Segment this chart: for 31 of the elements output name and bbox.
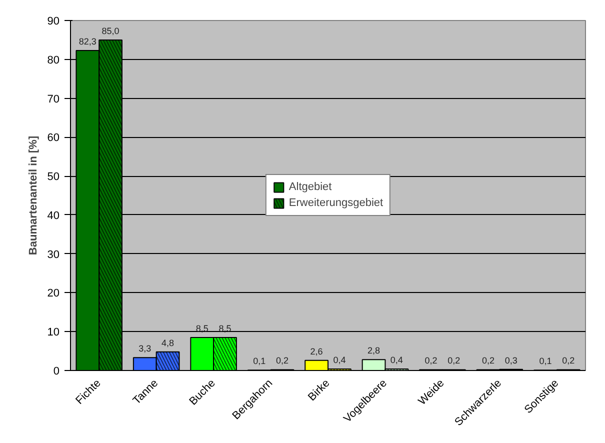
legend-label: Erweiterungsgebiet [288,197,384,209]
data-label: 0,2 [424,356,438,366]
data-label: 8,5 [218,323,232,334]
y-tick-label: 50 [47,171,60,184]
y-tick-label: 30 [47,248,60,261]
data-label: 82,3 [78,36,96,46]
y-axis-title: Baumartenanteil in [%] [27,136,40,256]
data-label: 85,0 [102,26,120,36]
y-tick-label: 90 [47,16,60,28]
data-label: 0,3 [504,355,518,366]
legend-label: Altgebiet [288,181,332,193]
data-label: 0,2 [448,356,460,366]
data-label: 8,5 [196,323,208,334]
y-tick-label: 40 [47,210,60,222]
data-label: 3,3 [138,344,152,354]
data-label: 0,4 [390,354,403,365]
y-tick-label: 60 [47,132,60,144]
data-label: 0,4 [333,354,346,365]
y-tick-label: 10 [47,326,60,339]
data-label: 4,8 [162,338,174,348]
y-tick-label: 20 [47,288,60,300]
data-label: 0,1 [539,356,552,366]
y-tick-label: 70 [47,93,60,106]
data-label: 0,2 [482,356,494,366]
y-tick-label: 0 [53,366,60,378]
data-label: 0,1 [253,356,266,366]
data-label: 2,8 [368,346,380,356]
data-label: 0,2 [276,356,288,366]
data-label: 2,6 [310,346,323,356]
data-label: 0,2 [562,356,575,366]
y-tick-label: 80 [47,54,60,66]
